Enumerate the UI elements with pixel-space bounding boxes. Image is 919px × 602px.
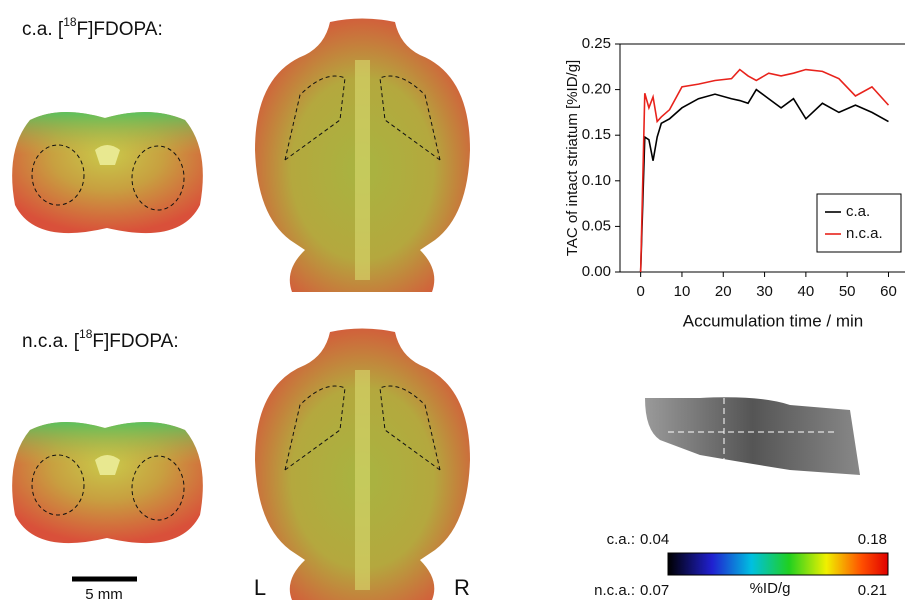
x-tick-label: 0 <box>636 283 644 300</box>
axial-slice <box>255 328 470 600</box>
x-tick-label: 30 <box>756 283 773 300</box>
legend-label: n.c.a. <box>846 225 883 242</box>
panel-title: n.c.a. [18F]FDOPA: <box>22 327 179 352</box>
y-tick-label: 0.00 <box>582 263 611 280</box>
colorbar-label: 0.04 <box>640 531 669 548</box>
sagittal-mri <box>645 397 860 475</box>
y-tick-label: 0.05 <box>582 217 611 234</box>
panel-title: c.a. [18F]FDOPA: <box>22 15 163 40</box>
side-label: R <box>454 575 470 600</box>
superscript: 18 <box>63 15 77 29</box>
y-tick-label: 0.20 <box>582 81 611 98</box>
x-axis-label: Accumulation time / min <box>683 311 863 330</box>
title-text: c.a. [ <box>22 19 64 40</box>
line-chart: Accumulation time / min TAC of intact st… <box>564 35 905 330</box>
x-tick-label: 20 <box>715 283 732 300</box>
colorbar-label: n.c.a.: <box>594 582 635 599</box>
series-line <box>639 88 889 273</box>
colorbar-label: 0.21 <box>858 582 887 599</box>
coronal-slice <box>12 111 203 234</box>
title-text: F]FDOPA: <box>77 19 163 40</box>
x-tick-label: 60 <box>880 283 897 300</box>
side-label: L <box>254 575 266 600</box>
series-line <box>639 68 890 273</box>
scale-label: 5 mm <box>85 586 123 602</box>
y-tick-label: 0.10 <box>582 172 611 189</box>
colorbar-label: c.a.: <box>607 531 635 548</box>
superscript: 18 <box>79 327 93 341</box>
y-axis-label: TAC of intact striatum [%ID/g] <box>564 60 581 256</box>
title-text: n.c.a. [ <box>22 331 80 352</box>
x-tick-label: 10 <box>674 283 691 300</box>
legend-box <box>816 193 902 253</box>
title-text: F]FDOPA: <box>92 331 178 352</box>
y-tick-label: 0.25 <box>582 35 611 52</box>
legend-label: c.a. <box>846 203 870 220</box>
x-tick-label: 40 <box>798 283 815 300</box>
axial-slice <box>255 18 470 292</box>
x-tick-label: 50 <box>839 283 856 300</box>
colorbar <box>667 552 889 576</box>
colorbar-label: 0.07 <box>640 582 669 599</box>
colorbar-unit: %ID/g <box>750 580 791 597</box>
y-tick-label: 0.15 <box>582 126 611 143</box>
coronal-slice <box>12 421 203 544</box>
colorbar-label: 0.18 <box>858 531 887 548</box>
